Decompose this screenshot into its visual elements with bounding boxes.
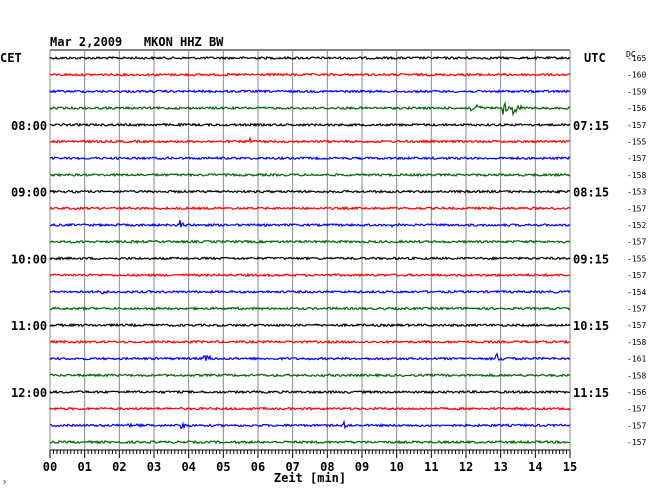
trace-line (49, 256, 571, 261)
dc-offset-label: -157 (627, 271, 646, 280)
x-tick-label: 08 (320, 460, 334, 474)
left-axis-label: CET (0, 51, 22, 65)
x-tick-label: 01 (77, 460, 91, 474)
cet-time-label: 09:00 (11, 186, 47, 200)
trace-line (49, 172, 571, 178)
corner-mark: ³ (2, 479, 7, 488)
dc-offset-label: -154 (627, 288, 646, 297)
utc-time-label: 07:15 (573, 119, 609, 133)
trace-line (49, 406, 571, 412)
cet-time-label: 08:00 (11, 119, 47, 133)
x-tick-label: 13 (493, 460, 507, 474)
dc-offset-label: -157 (627, 405, 646, 414)
trace-line (49, 339, 571, 345)
trace-line (49, 155, 571, 161)
time-labels: 08:00 09:00 10:00 11:00 12:00 07:15 08:15 09:15… (11, 119, 609, 400)
trace-line (49, 55, 571, 61)
utc-time-label: 11:15 (573, 386, 609, 400)
x-tick-label: 04 (181, 460, 195, 474)
x-tick-label: 00 (43, 460, 57, 474)
right-axis-label: UTC (584, 51, 606, 65)
dc-offset-label: -155 (627, 254, 646, 263)
dc-label: DC (626, 50, 636, 59)
x-tick-label: 11 (424, 460, 438, 474)
x-tick-label: 12 (459, 460, 473, 474)
trace-line (49, 136, 571, 144)
dc-offset-label: -157 (627, 421, 646, 430)
x-tick-label: 05 (216, 460, 230, 474)
dc-offset-label: -157 (627, 321, 646, 330)
trace-line (49, 89, 571, 94)
dc-offset-label: -157 (627, 121, 646, 130)
utc-time-label: 09:15 (573, 252, 609, 266)
traces: -165 -160 -159 -156 -157 -155 -157 -158 -153 -157… (49, 54, 646, 447)
trace-line (49, 389, 571, 395)
x-tick-label: 03 (147, 460, 161, 474)
trace-line (49, 219, 571, 229)
dc-offset-label: -157 (627, 154, 646, 163)
trace-line (49, 322, 571, 328)
dc-offset-label: -155 (627, 138, 646, 147)
dc-offset-label: -152 (627, 221, 646, 230)
trace-line (49, 239, 571, 245)
x-tick-label: 14 (528, 460, 542, 474)
trace-line (49, 100, 571, 117)
dc-offset-label: -158 (627, 371, 646, 380)
dc-offset-label: -153 (627, 188, 646, 197)
dc-offset-label: -161 (627, 355, 646, 364)
x-tick-label: 10 (389, 460, 403, 474)
cet-time-label: 10:00 (11, 252, 47, 266)
trace-line (49, 205, 571, 211)
dc-offset-label: -157 (627, 305, 646, 314)
dc-offset-label: -158 (627, 338, 646, 347)
dc-offset-label: -158 (627, 171, 646, 180)
trace-line (49, 372, 571, 378)
trace-line (49, 306, 571, 311)
trace-line (49, 289, 571, 295)
trace-line (49, 439, 571, 445)
x-tick-label: 09 (355, 460, 369, 474)
dc-offset-label: -156 (627, 104, 646, 113)
dc-offset-label: -159 (627, 87, 646, 96)
utc-time-label: 10:15 (573, 319, 609, 333)
dc-offset-label: -157 (627, 204, 646, 213)
chart-title: Mar 2,2009 MKON HHZ BW (50, 35, 224, 49)
x-tick-label: 15 (563, 460, 577, 474)
trace-line (49, 272, 571, 278)
dc-offset-label: -165 (627, 54, 646, 63)
trace-line (49, 189, 571, 195)
x-tick-label: 06 (251, 460, 265, 474)
cet-time-label: 11:00 (11, 319, 47, 333)
dc-offset-label: -160 (627, 71, 646, 80)
trace-line (49, 72, 571, 78)
cet-time-label: 12:00 (11, 386, 47, 400)
trace-line (49, 419, 571, 430)
dc-offset-label: -157 (627, 438, 646, 447)
x-axis: 00 01 02 03 04 05 06 07 08 09 10 11 12 13 14 15 (43, 450, 577, 474)
dc-offset-label: -157 (627, 238, 646, 247)
x-tick-label: 02 (112, 460, 126, 474)
utc-time-label: 08:15 (573, 186, 609, 200)
trace-line (49, 122, 571, 128)
x-axis-label: Zeit [min] (274, 471, 346, 485)
trace-line (49, 352, 571, 361)
dc-offset-label: -156 (627, 388, 646, 397)
x-tick-label: 07 (285, 460, 299, 474)
